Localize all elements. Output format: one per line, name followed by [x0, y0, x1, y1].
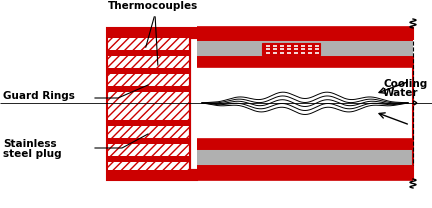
Text: Guard Rings: Guard Rings — [3, 91, 75, 101]
Bar — [107, 138, 190, 144]
Bar — [107, 170, 197, 180]
Bar — [107, 120, 190, 126]
Bar — [107, 156, 190, 162]
Text: Thermocouples: Thermocouples — [108, 1, 198, 11]
Text: Stainless: Stainless — [3, 139, 57, 149]
Text: Water: Water — [383, 88, 419, 98]
Bar — [262, 43, 320, 55]
Bar — [107, 28, 197, 38]
Bar — [197, 57, 413, 67]
Bar — [197, 27, 413, 40]
Polygon shape — [107, 28, 197, 180]
Bar — [107, 50, 190, 56]
Bar — [197, 139, 413, 149]
Bar — [197, 166, 413, 180]
Bar — [197, 149, 413, 166]
Text: Cooling: Cooling — [383, 79, 427, 89]
Text: steel plug: steel plug — [3, 149, 62, 159]
Bar — [197, 27, 415, 180]
Bar — [107, 68, 190, 74]
Bar — [197, 40, 413, 57]
Bar — [107, 86, 190, 92]
Bar — [197, 67, 413, 139]
